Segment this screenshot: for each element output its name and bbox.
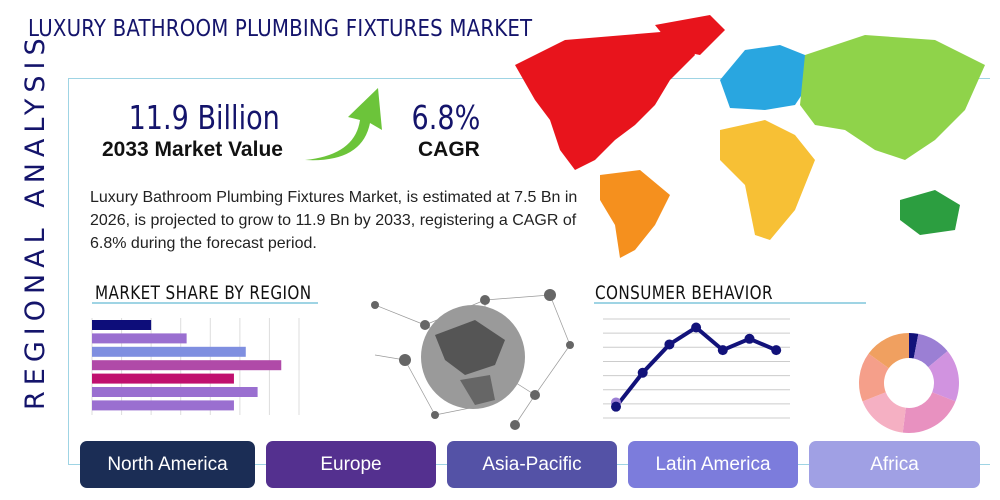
data-point bbox=[637, 367, 648, 378]
data-point bbox=[771, 345, 782, 356]
donut-slice bbox=[902, 392, 956, 433]
data-point bbox=[717, 345, 728, 356]
world-map bbox=[515, 15, 985, 258]
donut-slice bbox=[868, 333, 909, 369]
bar bbox=[92, 400, 234, 411]
market-share-heading: MARKET SHARE BY REGION bbox=[95, 282, 312, 304]
region-label: Latin America bbox=[655, 453, 771, 475]
data-point bbox=[744, 333, 755, 344]
bar bbox=[92, 346, 246, 357]
bar bbox=[92, 360, 282, 371]
region-label: Asia-Pacific bbox=[482, 453, 582, 475]
region-button-north-america[interactable]: North America bbox=[80, 441, 255, 488]
region-label: North America bbox=[107, 453, 228, 475]
donut-slice bbox=[858, 353, 889, 402]
region-button-asia-pacific[interactable]: Asia-Pacific bbox=[447, 441, 617, 488]
region-button-africa[interactable]: Africa bbox=[809, 441, 980, 488]
page-title: LUXURY BATHROOM PLUMBING FIXTURES MARKET bbox=[28, 16, 533, 42]
market-value-label: 2033 Market Value bbox=[102, 138, 283, 161]
bar bbox=[92, 387, 258, 397]
network-globe-icon bbox=[371, 289, 574, 430]
region-label: Europe bbox=[320, 453, 382, 475]
region-label: Africa bbox=[870, 453, 919, 475]
region-button-europe[interactable]: Europe bbox=[266, 441, 436, 488]
cagr-label: CAGR bbox=[418, 138, 480, 161]
map-greenland bbox=[655, 15, 725, 55]
heading-underline bbox=[92, 302, 318, 304]
market-value: 11.9 Billion bbox=[128, 98, 280, 137]
map-south-america bbox=[600, 170, 670, 258]
data-point bbox=[664, 339, 675, 350]
consumer-heading: CONSUMER BEHAVIOR bbox=[595, 282, 773, 304]
bar bbox=[92, 373, 234, 384]
donut-slice bbox=[913, 333, 948, 368]
market-description: Luxury Bathroom Plumbing Fixtures Market… bbox=[90, 189, 578, 252]
donut-slice bbox=[862, 392, 906, 433]
growth-arrow-icon bbox=[305, 88, 382, 161]
map-north-america bbox=[515, 30, 695, 170]
cagr-value: 6.8% bbox=[411, 98, 481, 137]
donut-slice bbox=[928, 351, 959, 402]
region-button-latin-america[interactable]: Latin America bbox=[628, 441, 798, 488]
data-point bbox=[611, 401, 621, 412]
heading-underline bbox=[594, 302, 866, 304]
donut-slice bbox=[909, 333, 919, 359]
data-point bbox=[691, 322, 702, 333]
map-europe bbox=[720, 45, 815, 110]
bar bbox=[92, 320, 152, 330]
map-australia bbox=[900, 190, 960, 235]
bar bbox=[92, 333, 187, 344]
map-asia bbox=[800, 35, 985, 160]
map-africa bbox=[720, 120, 815, 240]
